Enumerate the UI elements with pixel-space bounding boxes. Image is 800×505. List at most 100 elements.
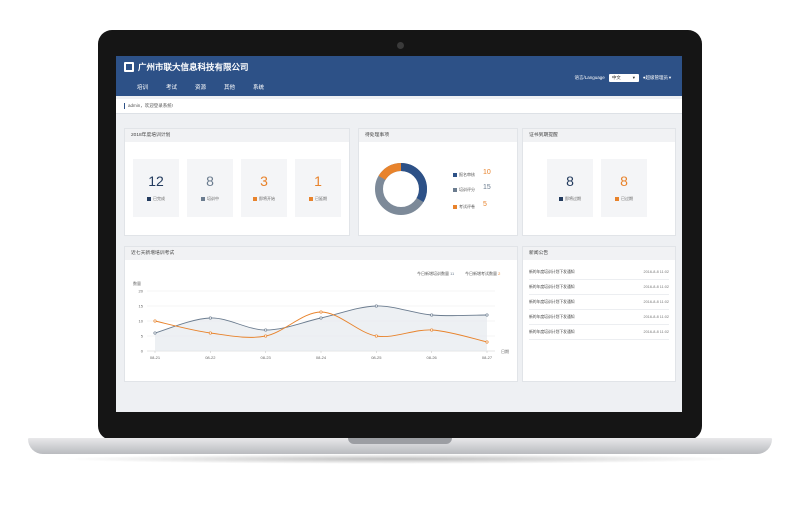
main-nav: 培训 考试 资源 其他 系统 xyxy=(128,83,273,91)
series-area-training xyxy=(155,305,487,351)
y-tick-label: 15 xyxy=(139,304,144,309)
nav-item-training[interactable]: 培训 xyxy=(136,85,148,91)
y-tick-label: 0 xyxy=(141,349,144,354)
warning-icon xyxy=(559,196,563,201)
legend-training-value: 11 xyxy=(450,271,455,276)
stat-completed-label: 已完成 xyxy=(153,196,165,201)
todo-review-value: 10 xyxy=(483,169,491,176)
x-axis-unit: 日期 xyxy=(501,348,509,354)
data-point xyxy=(208,331,212,335)
stat-delayed-value: 1 xyxy=(314,173,322,189)
legend-training: 今日新增培训数量 11 xyxy=(417,271,455,276)
x-tick-label: 08-26 xyxy=(427,355,438,360)
laptop-shadow xyxy=(60,454,740,464)
data-point xyxy=(153,319,157,323)
legend-exam-value: 2 xyxy=(498,271,501,276)
cert-expired-label: 已过期 xyxy=(621,196,633,201)
breadcrumb: admin，欢迎登录系统! xyxy=(124,103,173,109)
list-item[interactable]: 新的年度培训计划下发通知 2016-8-8 11:02 xyxy=(529,295,669,310)
stat-upcoming-value: 3 xyxy=(260,173,268,189)
todo-grading-value: 5 xyxy=(483,201,487,208)
x-tick-label: 08-25 xyxy=(371,355,382,360)
data-point xyxy=(264,334,268,338)
training-plan-panel: 2018年度培训计划 12 已完成 8 培训中 3 即将开始 1 已延期 xyxy=(124,128,350,236)
data-point xyxy=(264,328,268,332)
data-point xyxy=(319,316,323,320)
list-item[interactable]: 新的年度培训计划下发通知 2016-8-8 11:02 xyxy=(529,280,669,295)
user-menu[interactable]: ●超级管理员▼ xyxy=(643,75,672,81)
paper-icon xyxy=(453,204,457,209)
todo-review-label: 报名审核 xyxy=(459,172,475,177)
screen: 广州市联大信息科技有限公司 培训 考试 资源 其他 系统 语言/Language… xyxy=(116,56,682,412)
data-point xyxy=(430,313,434,317)
cert-expiring[interactable]: 8 即将过期 xyxy=(547,159,593,217)
webcam xyxy=(397,42,404,49)
training-plan-title: 2018年度培训计划 xyxy=(125,129,349,142)
header-right: 语言/Language 中文 ▼ ●超级管理员▼ xyxy=(575,74,672,82)
list-icon xyxy=(453,187,457,192)
language-value: 中文 xyxy=(611,75,621,80)
user-icon: ● xyxy=(642,75,646,80)
calendar-icon xyxy=(309,196,313,201)
cert-expired[interactable]: 8 已过期 xyxy=(601,159,647,217)
top-header: 广州市联大信息科技有限公司 培训 考试 资源 其他 系统 语言/Language… xyxy=(116,56,682,96)
cert-expiring-label: 即将过期 xyxy=(565,196,581,201)
language-label: 语言/Language xyxy=(574,75,605,80)
data-point xyxy=(153,331,157,335)
nav-item-resources[interactable]: 资源 xyxy=(194,85,206,91)
x-tick-label: 08-23 xyxy=(261,355,272,360)
x-tick-label: 08-24 xyxy=(316,355,327,360)
chevron-down-icon: ▼ xyxy=(631,75,636,80)
list-item[interactable]: 新的年度培训计划下发通知 2016-8-8 11:02 xyxy=(529,310,669,325)
stat-in-training[interactable]: 8 培训中 xyxy=(187,159,233,217)
x-tick-label: 08-21 xyxy=(150,355,161,360)
todo-score-label: 培训评分 xyxy=(459,187,475,192)
stat-completed-value: 12 xyxy=(148,173,164,189)
laptop-notch xyxy=(348,438,452,444)
cert-expiring-value: 8 xyxy=(566,173,574,189)
x-tick-label: 08-27 xyxy=(482,355,493,360)
stat-in-training-label: 培训中 xyxy=(207,196,219,201)
certificate-panel: 证书到期提醒 8 即将过期 8 已过期 xyxy=(522,128,676,236)
data-point xyxy=(485,340,489,344)
chevron-down-icon: ▼ xyxy=(668,75,672,80)
legend-exam: 今日新增考试数量 2 xyxy=(465,271,501,276)
trend-panel: 近七天新增培训考试 今日新增培训数量 11 今日新增考试数量 2 数量 0 5 10 1… xyxy=(124,246,518,382)
nav-item-other[interactable]: 其他 xyxy=(223,85,235,91)
user-icon xyxy=(453,172,457,177)
donut-segment-grading xyxy=(375,163,427,215)
breadcrumb-bar: admin，欢迎登录系统! xyxy=(116,99,682,114)
trend-line-chart: 数量 0 5 10 15 20 08-21 08-22 08-23 08-24 08-25 08-26… xyxy=(133,280,509,360)
check-icon xyxy=(147,196,151,201)
y-tick-label: 20 xyxy=(139,289,144,294)
list-item[interactable]: 新的年度培训计划下发通知 2016-8-8 11:02 xyxy=(529,325,669,340)
stat-delayed[interactable]: 1 已延期 xyxy=(295,159,341,217)
list-item[interactable]: 新的年度培训计划下发通知 2016-8-8 11:02 xyxy=(529,265,669,280)
certificate-title: 证书到期提醒 xyxy=(523,129,675,142)
news-title: 新闻公告 xyxy=(523,247,675,260)
data-point xyxy=(208,316,212,320)
data-point xyxy=(374,304,378,308)
stat-completed[interactable]: 12 已完成 xyxy=(133,159,179,217)
nav-item-exam[interactable]: 考试 xyxy=(165,85,177,91)
data-point xyxy=(485,313,489,317)
company-logo-icon xyxy=(124,62,134,72)
todo-grading-label: 考试评卷 xyxy=(459,204,475,209)
nav-item-system[interactable]: 系统 xyxy=(252,85,264,91)
data-point xyxy=(374,334,378,338)
y-tick-label: 5 xyxy=(141,334,144,339)
x-tick-label: 08-22 xyxy=(205,355,216,360)
news-panel: 新闻公告 新的年度培训计划下发通知 2016-8-8 11:02 新的年度培训计划… xyxy=(522,246,676,382)
user-name: 超级管理员 xyxy=(645,75,669,80)
y-tick-label: 10 xyxy=(139,319,144,324)
y-axis-label: 数量 xyxy=(133,280,141,286)
data-point xyxy=(430,328,434,332)
todo-score-value: 15 xyxy=(483,184,491,191)
clock-icon xyxy=(253,196,257,201)
data-point xyxy=(319,310,323,314)
alert-icon xyxy=(615,196,619,201)
language-select[interactable]: 中文 ▼ xyxy=(608,74,639,82)
stat-upcoming[interactable]: 3 即将开始 xyxy=(241,159,287,217)
laptop-base xyxy=(28,438,772,454)
stat-in-training-value: 8 xyxy=(206,173,214,189)
